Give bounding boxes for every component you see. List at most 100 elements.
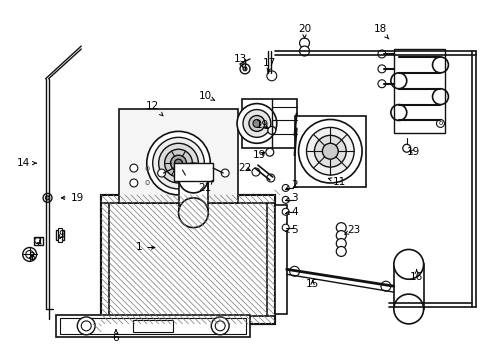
Circle shape [377, 65, 385, 73]
Text: 10: 10 [198, 91, 214, 101]
Circle shape [299, 38, 309, 48]
Circle shape [336, 223, 346, 233]
Text: 20: 20 [297, 24, 310, 38]
Text: 2: 2 [285, 180, 297, 190]
Circle shape [157, 169, 165, 177]
Text: 1: 1 [135, 243, 155, 252]
Circle shape [178, 163, 208, 193]
Text: 7: 7 [35, 237, 42, 247]
Circle shape [130, 179, 138, 187]
Circle shape [299, 46, 309, 56]
Bar [173, 163, 213, 181]
Circle shape [251, 168, 259, 176]
Text: 17: 17 [263, 58, 276, 72]
Text: 14: 14 [17, 158, 36, 168]
Circle shape [322, 143, 338, 159]
Text: 5: 5 [285, 225, 297, 235]
Bar [56, 315, 249, 337]
Bar [133, 320, 172, 332]
Circle shape [240, 64, 249, 74]
Text: 16: 16 [409, 269, 423, 282]
Text: 13: 13 [233, 54, 246, 67]
Circle shape [336, 247, 346, 256]
Text: 6: 6 [112, 330, 119, 343]
Text: o: o [437, 121, 442, 126]
Circle shape [393, 249, 423, 279]
Circle shape [174, 159, 182, 167]
Bar [104, 198, 271, 321]
Circle shape [402, 144, 410, 152]
Bar [59, 228, 62, 242]
Circle shape [267, 126, 275, 134]
Circle shape [266, 71, 276, 81]
Circle shape [393, 294, 423, 324]
Circle shape [248, 116, 264, 131]
Bar [294, 116, 366, 187]
Circle shape [436, 120, 444, 127]
Bar [119, 109, 238, 203]
Bar [274, 205, 286, 314]
Circle shape [178, 198, 208, 228]
Text: 21: 21 [198, 180, 213, 193]
Circle shape [252, 120, 260, 127]
Bar [242, 99, 296, 148]
Circle shape [265, 148, 273, 156]
Bar [34, 237, 42, 246]
Text: 15: 15 [305, 279, 319, 289]
Circle shape [380, 281, 390, 291]
Circle shape [282, 224, 288, 231]
Circle shape [146, 131, 210, 195]
Bar [61, 318, 245, 334]
Text: 19: 19 [406, 147, 420, 157]
Bar [101, 195, 274, 324]
Bar [101, 316, 274, 324]
Text: 3: 3 [285, 193, 297, 203]
Circle shape [164, 149, 192, 177]
Bar [101, 195, 109, 324]
Circle shape [314, 135, 346, 167]
Circle shape [377, 80, 385, 88]
Text: 4: 4 [285, 207, 297, 217]
Circle shape [158, 143, 198, 183]
Circle shape [282, 196, 288, 203]
Bar [393, 49, 445, 133]
Circle shape [22, 247, 37, 261]
Circle shape [336, 231, 346, 240]
Bar [178, 178, 208, 213]
Bar [101, 195, 274, 324]
Circle shape [377, 50, 385, 58]
Circle shape [282, 208, 288, 215]
Bar [393, 264, 423, 309]
Circle shape [45, 196, 49, 200]
Circle shape [243, 109, 270, 137]
Bar [266, 195, 274, 324]
Text: 19: 19 [61, 193, 84, 203]
Text: 12: 12 [146, 100, 163, 116]
Circle shape [266, 174, 274, 182]
Circle shape [77, 317, 95, 335]
Text: o: o [144, 163, 149, 172]
Circle shape [306, 127, 353, 175]
Circle shape [43, 193, 52, 202]
Text: 11: 11 [328, 177, 345, 187]
Circle shape [298, 120, 361, 183]
Circle shape [130, 164, 138, 172]
Circle shape [211, 317, 229, 335]
Text: 23: 23 [344, 225, 360, 235]
Bar [56, 230, 64, 239]
Text: 9: 9 [58, 230, 64, 239]
Circle shape [289, 266, 299, 276]
Circle shape [221, 169, 229, 177]
Text: 8: 8 [28, 252, 35, 262]
Text: 18: 18 [372, 24, 388, 39]
Bar [101, 195, 274, 324]
Circle shape [336, 239, 346, 248]
Circle shape [170, 155, 186, 171]
Circle shape [243, 67, 246, 71]
Text: 22: 22 [238, 163, 251, 173]
Bar [101, 195, 274, 203]
Text: o: o [144, 179, 149, 188]
Circle shape [152, 137, 204, 189]
Circle shape [282, 184, 288, 192]
Circle shape [237, 104, 276, 143]
